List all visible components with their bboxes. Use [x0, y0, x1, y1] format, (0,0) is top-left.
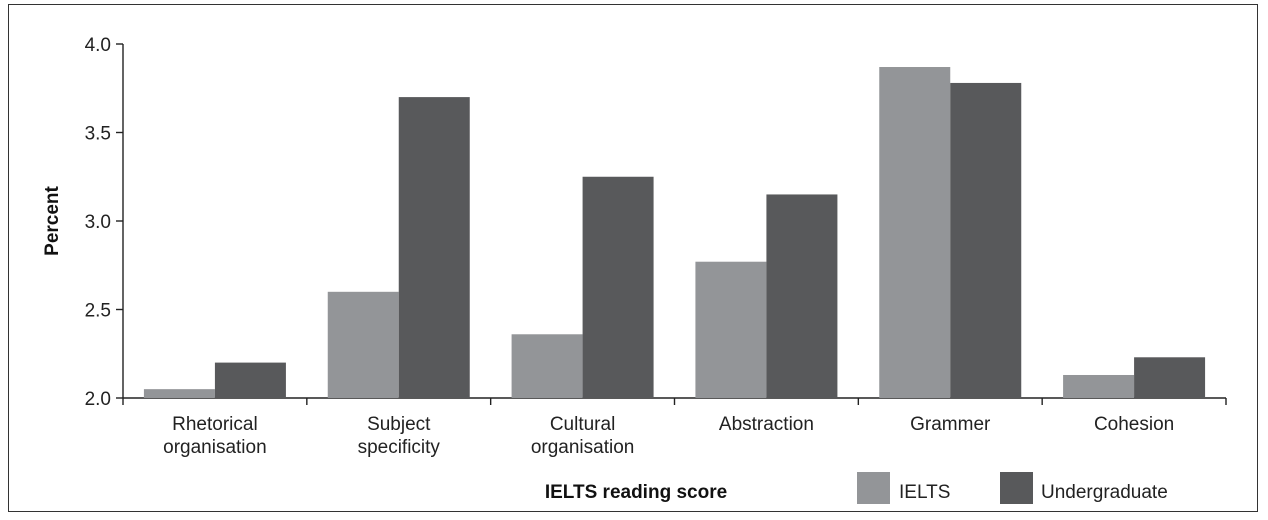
bar-undergraduate [582, 176, 654, 398]
y-tick-label: 3.0 [85, 212, 111, 233]
y-tick-label: 4.0 [85, 35, 111, 56]
bar-ielts [143, 389, 215, 398]
category-label: Rhetorical [172, 414, 258, 435]
bar-ielts [695, 261, 767, 398]
bar-ielts [327, 291, 399, 398]
bar-ielts [879, 67, 951, 398]
category-label: Subject [367, 414, 431, 435]
axes: 2.0 2.5 3.0 3.5 4.0 [85, 35, 1227, 410]
y-tick-label: 2.5 [85, 301, 111, 322]
legend-label-ielts: IELTS [899, 482, 950, 503]
legend-swatch-ielts [857, 472, 890, 504]
category-label: Cohesion [1094, 414, 1174, 435]
bar-undergraduate [398, 97, 470, 398]
category-label: specificity [358, 437, 441, 458]
category-label: Grammer [910, 414, 991, 435]
bar-undergraduate [1134, 357, 1206, 398]
bar-undergraduate [214, 362, 286, 398]
legend-label-undergraduate: Undergraduate [1041, 482, 1168, 503]
legend: IELTS Undergraduate [857, 472, 1168, 504]
bars [143, 67, 1206, 398]
category-label: Abstraction [719, 414, 814, 435]
category-label: organisation [163, 437, 267, 458]
category-label: organisation [531, 437, 635, 458]
labels: RhetoricalorganisationSubjectspecificity… [163, 414, 1174, 458]
y-tick-label: 3.5 [85, 124, 111, 145]
bar-undergraduate [950, 82, 1022, 398]
x-axis-title: IELTS reading score [545, 482, 727, 503]
y-axis-title: Percent [42, 185, 63, 255]
bar-ielts [511, 334, 583, 398]
category-label: Cultural [550, 414, 615, 435]
bar-undergraduate [766, 194, 838, 398]
legend-swatch-undergraduate [1000, 472, 1033, 504]
y-tick-label: 2.0 [85, 389, 111, 410]
bar-ielts [1063, 374, 1135, 398]
